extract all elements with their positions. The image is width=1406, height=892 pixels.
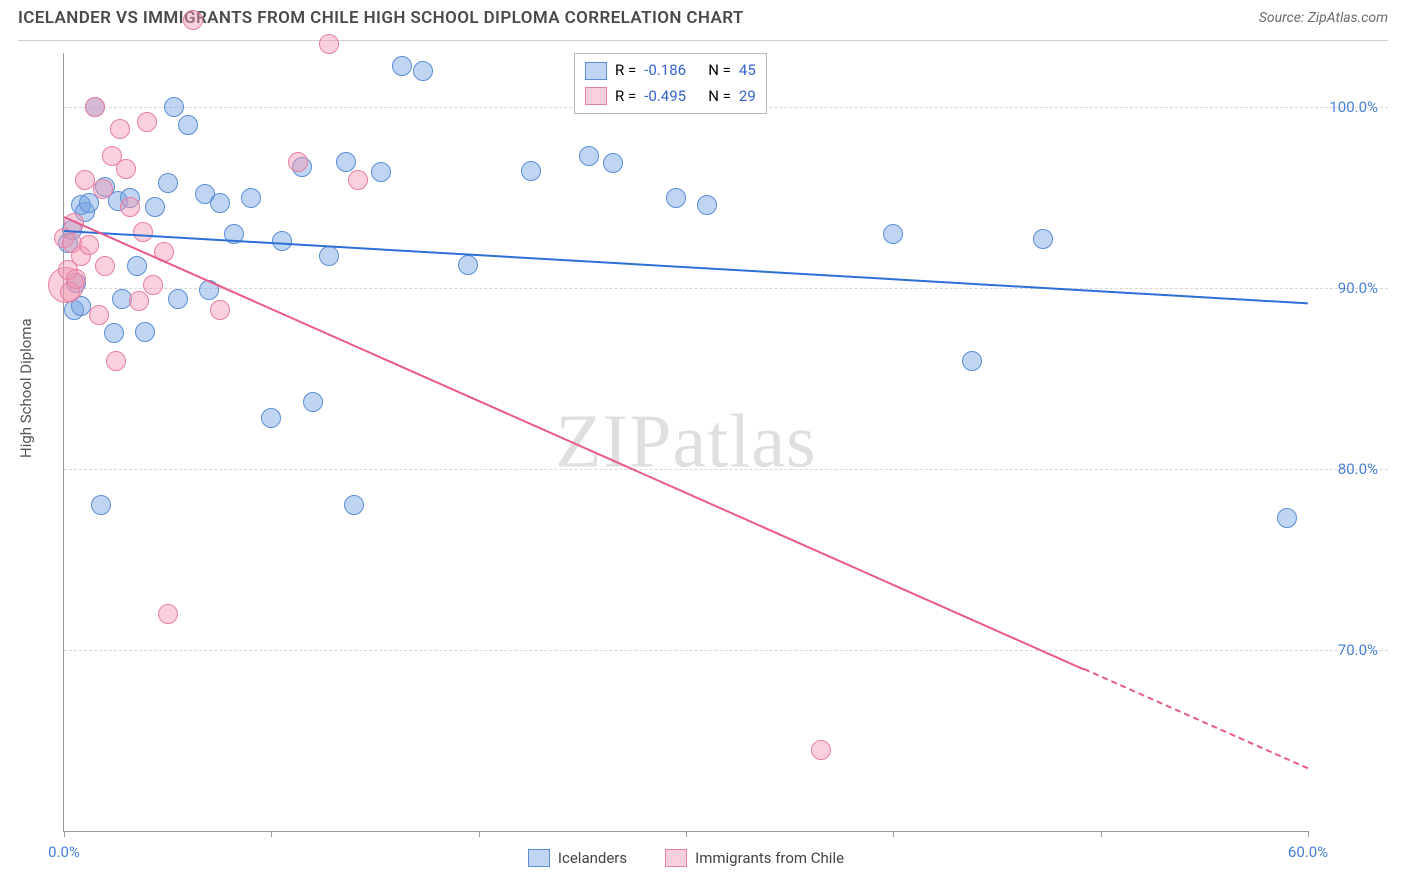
data-point-chile	[116, 159, 136, 179]
stat-r-value: -0.495	[644, 84, 700, 110]
data-point-chile	[811, 740, 831, 760]
data-point-icelanders	[127, 256, 147, 276]
x-tick	[479, 831, 480, 837]
stats-row-icelanders: R = -0.186 N = 45	[585, 58, 756, 84]
data-point-icelanders	[392, 56, 412, 76]
data-point-icelanders	[261, 408, 281, 428]
chart-container: High School Diploma ZIPatlas R = -0.186 N …	[18, 40, 1388, 874]
data-point-icelanders	[962, 351, 982, 371]
swatch-icon	[585, 62, 607, 80]
watermark: ZIPatlas	[555, 399, 816, 486]
data-point-chile	[66, 269, 86, 289]
series-legend: Icelanders Immigrants from Chile	[64, 849, 1308, 867]
data-point-icelanders	[319, 246, 339, 266]
data-point-icelanders	[272, 231, 292, 251]
data-point-chile	[110, 119, 130, 139]
data-point-icelanders	[303, 392, 323, 412]
data-point-chile	[89, 305, 109, 325]
data-point-chile	[95, 256, 115, 276]
data-point-chile	[143, 275, 163, 295]
y-axis-label: High School Diploma	[17, 318, 35, 458]
x-tick	[271, 831, 272, 837]
data-point-icelanders	[336, 152, 356, 172]
gridline	[64, 650, 1388, 651]
data-point-icelanders	[413, 61, 433, 81]
data-point-icelanders	[241, 188, 261, 208]
data-point-chile	[319, 34, 339, 54]
x-tick	[1101, 831, 1102, 837]
stat-n-label: N =	[708, 84, 731, 110]
stat-r-value: -0.186	[644, 58, 700, 84]
data-point-chile	[158, 604, 178, 624]
data-point-icelanders	[210, 193, 230, 213]
data-point-icelanders	[135, 322, 155, 342]
data-point-icelanders	[91, 495, 111, 515]
data-point-icelanders	[579, 146, 599, 166]
stat-n-label: N =	[708, 58, 731, 84]
y-tick-label: 80.0%	[1338, 460, 1378, 478]
legend-item: Immigrants from Chile	[665, 849, 844, 867]
data-point-chile	[348, 170, 368, 190]
stats-row-chile: R = -0.495 N = 29	[585, 84, 756, 110]
stat-n-value: 45	[739, 58, 756, 84]
data-point-icelanders	[178, 115, 198, 135]
data-point-chile	[137, 112, 157, 132]
stat-n-value: 29	[739, 84, 756, 110]
data-point-chile	[106, 351, 126, 371]
swatch-icon	[528, 849, 550, 867]
data-point-chile	[75, 170, 95, 190]
x-tick	[893, 831, 894, 837]
data-point-icelanders	[104, 323, 124, 343]
y-tick-label: 70.0%	[1338, 641, 1378, 659]
data-point-chile	[120, 197, 140, 217]
stat-r-label: R =	[615, 84, 636, 110]
data-point-icelanders	[603, 153, 623, 173]
legend-label: Immigrants from Chile	[695, 849, 844, 867]
data-point-chile	[85, 97, 105, 117]
stat-r-label: R =	[615, 58, 636, 84]
gridline	[64, 469, 1388, 470]
data-point-icelanders	[1277, 508, 1297, 528]
trend-line-chile	[64, 216, 1085, 670]
data-point-icelanders	[1033, 229, 1053, 249]
stats-legend: R = -0.186 N = 45 R = -0.495 N = 29	[574, 53, 767, 114]
data-point-icelanders	[883, 224, 903, 244]
data-point-chile	[210, 300, 230, 320]
chart-title: ICELANDER VS IMMIGRANTS FROM CHILE HIGH …	[18, 8, 744, 28]
data-point-chile	[79, 235, 99, 255]
legend-item: Icelanders	[528, 849, 627, 867]
data-point-icelanders	[458, 255, 478, 275]
plot-area: ZIPatlas R =-0.186N =45R =-0.495N =29 Ic…	[63, 53, 1308, 832]
data-point-icelanders	[158, 173, 178, 193]
data-point-icelanders	[168, 289, 188, 309]
data-point-icelanders	[521, 161, 541, 181]
data-point-chile	[288, 152, 308, 172]
swatch-icon	[665, 849, 687, 867]
data-point-icelanders	[145, 197, 165, 217]
x-tick	[1308, 831, 1309, 837]
data-point-icelanders	[697, 195, 717, 215]
data-point-icelanders	[164, 97, 184, 117]
data-point-chile	[133, 222, 153, 242]
x-tick-label: 60.0%	[1288, 843, 1328, 861]
data-point-chile	[93, 179, 113, 199]
swatch-icon	[585, 87, 607, 105]
x-tick	[686, 831, 687, 837]
data-point-icelanders	[371, 162, 391, 182]
y-tick-label: 100.0%	[1329, 98, 1378, 116]
chart-source: Source: ZipAtlas.com	[1259, 10, 1388, 26]
legend-label: Icelanders	[558, 849, 627, 867]
data-point-icelanders	[344, 495, 364, 515]
x-tick-label: 0.0%	[48, 843, 80, 861]
y-tick-label: 90.0%	[1338, 279, 1378, 297]
trend-line-chile	[1084, 668, 1309, 769]
data-point-icelanders	[666, 188, 686, 208]
trend-line-icelanders	[64, 230, 1308, 304]
x-tick	[64, 831, 65, 837]
data-point-chile	[129, 291, 149, 311]
gridline	[64, 288, 1388, 289]
data-point-chile	[183, 10, 203, 30]
